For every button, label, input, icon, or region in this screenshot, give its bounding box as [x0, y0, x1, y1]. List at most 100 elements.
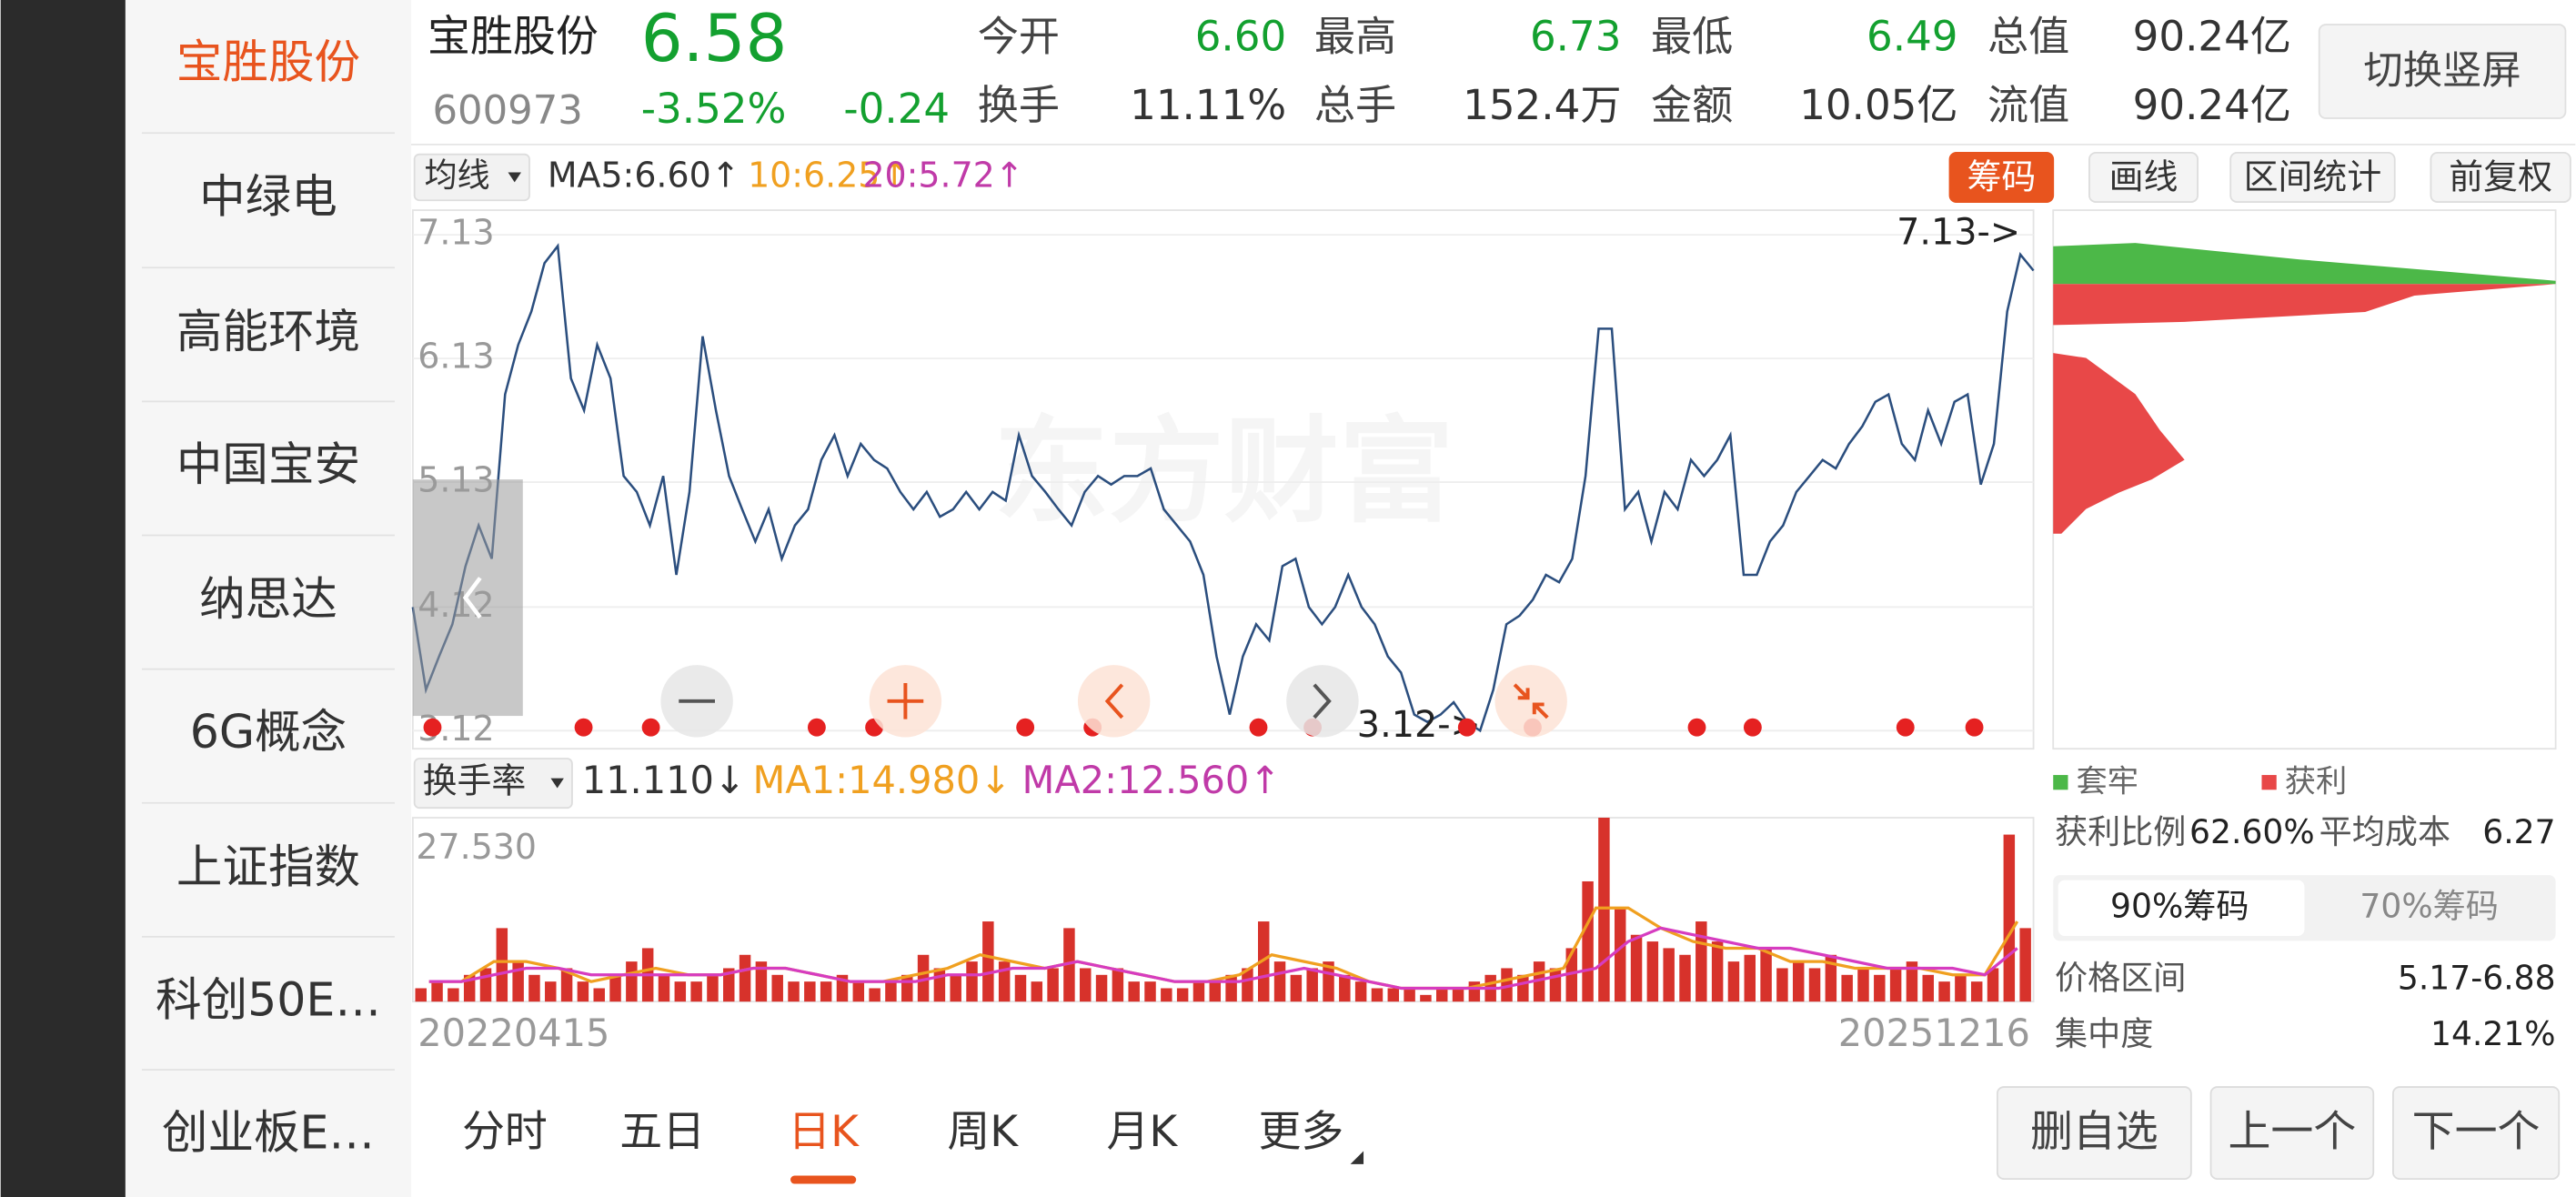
- stat-value: 10.05亿: [1799, 81, 1957, 129]
- tool-button[interactable]: 前复权: [2449, 156, 2552, 196]
- sidebar-item[interactable]: 高能环境: [176, 305, 360, 358]
- turnover-bar: [901, 974, 913, 1002]
- chart-control-icon[interactable]: [1313, 683, 1332, 719]
- chip-label: 平均成本: [2319, 812, 2450, 851]
- turnover-bar: [1354, 981, 1367, 1002]
- sidebar-item[interactable]: 中国宝安: [176, 438, 360, 491]
- chip-label: 获利比例: [2055, 812, 2186, 851]
- chart-control-icon[interactable]: [1104, 683, 1124, 719]
- turnover-bar: [1825, 954, 1837, 1002]
- turnover-bar: [690, 981, 702, 1002]
- sidebar-item[interactable]: 宝胜股份: [176, 35, 360, 89]
- ma-selector[interactable]: 均线: [424, 156, 489, 195]
- sidebar-item[interactable]: 纳思达: [199, 572, 337, 626]
- legend-swatch: [2261, 775, 2277, 790]
- turnover-bar: [1144, 981, 1156, 1002]
- tool-button-bg[interactable]: [2088, 151, 2199, 203]
- tool-button[interactable]: 区间统计: [2244, 156, 2382, 196]
- turnover-bar: [1225, 974, 1237, 1002]
- turnover-bar: [1501, 968, 1513, 1002]
- turnover-bar: [1922, 974, 1934, 1002]
- turnover-bar: [1744, 954, 1756, 1002]
- chart-control-icon[interactable]: [1513, 683, 1549, 719]
- indicator-selector[interactable]: 换手率: [423, 761, 527, 801]
- turnover-bar: [739, 954, 751, 1002]
- scroll-left-icon[interactable]: [462, 577, 482, 619]
- chip-row-value: 14.21%: [2430, 1014, 2556, 1053]
- bottom-button-bg[interactable]: [2209, 1086, 2375, 1181]
- stat-value: 6.73: [1530, 12, 1621, 60]
- orientation-button[interactable]: 切换竖屏: [2363, 48, 2521, 94]
- dropdown-caret: [508, 172, 521, 183]
- bottom-button-bg[interactable]: [1996, 1086, 2192, 1181]
- sidebar-item[interactable]: 中绿电: [199, 170, 337, 224]
- signal-dot: [574, 718, 593, 737]
- turnover-bar: [1095, 974, 1108, 1002]
- turnover-bar: [626, 961, 638, 1002]
- chart-control[interactable]: [1077, 665, 1151, 738]
- signal-dot: [1249, 718, 1268, 737]
- ma2-line: [428, 926, 2018, 991]
- chip-row-label: 集中度: [2055, 1014, 2153, 1053]
- ma20: 20:5.72↑: [862, 155, 1023, 195]
- turnover-bar: [1176, 988, 1189, 1002]
- turnover-bar: [966, 961, 978, 1002]
- chip-tab[interactable]: 90%筹码: [2110, 886, 2249, 925]
- chip-tab[interactable]: 70%筹码: [2360, 886, 2498, 925]
- sidebar-item[interactable]: 6G概念: [190, 705, 347, 759]
- stat-label: 金额: [1651, 81, 1733, 129]
- stat-value: 152.4万: [1463, 81, 1621, 129]
- signal-dot: [1896, 718, 1915, 737]
- sidebar-item[interactable]: 上证指数: [176, 840, 360, 893]
- bottom-tab[interactable]: 更多: [1259, 1107, 1344, 1157]
- bottom-button[interactable]: 下一个: [2412, 1107, 2541, 1157]
- bottom-tab[interactable]: 日K: [788, 1107, 860, 1157]
- turnover-bar: [1857, 968, 1869, 1002]
- sidebar-item[interactable]: 创业板E…: [162, 1106, 375, 1160]
- turnover-bar: [448, 988, 459, 1002]
- turnover-bar: [1874, 974, 1886, 1002]
- tool-button[interactable]: 画线: [2109, 156, 2179, 196]
- stat-value: 11.11%: [1130, 81, 1286, 129]
- y-tick-label: 7.13: [418, 213, 494, 253]
- ma-selector-bg[interactable]: [413, 153, 530, 202]
- tool-button-bg[interactable]: [1948, 151, 2055, 203]
- chips-trapped: [2053, 243, 2556, 285]
- turnover-bar: [852, 981, 865, 1002]
- turnover-bar: [1161, 988, 1172, 1002]
- turnover-bar: [1063, 928, 1075, 1002]
- turnover-bar: [1841, 974, 1853, 1002]
- turnover-bar: [560, 968, 573, 1002]
- chip-tab-active-bg[interactable]: [2058, 880, 2305, 936]
- signal-dot: [807, 718, 826, 737]
- chip-value: 62.60%: [2189, 812, 2315, 851]
- orientation-button-bg[interactable]: [2318, 24, 2567, 119]
- turnover-bar: [1387, 988, 1400, 1002]
- turnover-bar: [512, 961, 524, 1002]
- chart-control-icon[interactable]: [887, 682, 924, 719]
- stat-value: 6.49: [1867, 12, 1957, 60]
- chart-control[interactable]: [1494, 665, 1567, 738]
- bottom-tab[interactable]: 月K: [1106, 1107, 1178, 1157]
- tool-button[interactable]: 筹码: [1967, 156, 2036, 196]
- chart-control[interactable]: [1286, 665, 1359, 738]
- bottom-button-bg[interactable]: [2392, 1086, 2561, 1181]
- turnover-bar: [788, 981, 800, 1002]
- sidebar-item[interactable]: 科创50E…: [156, 972, 381, 1026]
- bottom-tab[interactable]: 分时: [462, 1107, 548, 1157]
- bottom-button[interactable]: 上一个: [2228, 1107, 2356, 1157]
- bottom-tab[interactable]: 五日: [619, 1107, 705, 1157]
- bottom-tab[interactable]: 周K: [947, 1107, 1019, 1157]
- y-tick-label: 6.13: [418, 337, 494, 377]
- tool-button-bg[interactable]: [2229, 151, 2396, 203]
- signal-dot: [1016, 718, 1035, 737]
- turnover-bar: [755, 961, 768, 1002]
- change-pct: -3.52%: [641, 85, 787, 133]
- bottom-button[interactable]: 删自选: [2030, 1107, 2158, 1157]
- more-caret: [1350, 1151, 1364, 1164]
- stock-code: 600973: [432, 88, 582, 134]
- indicator-selector-bg[interactable]: [413, 758, 573, 810]
- turnover-bar: [933, 968, 946, 1002]
- tool-button-bg[interactable]: [2430, 151, 2571, 203]
